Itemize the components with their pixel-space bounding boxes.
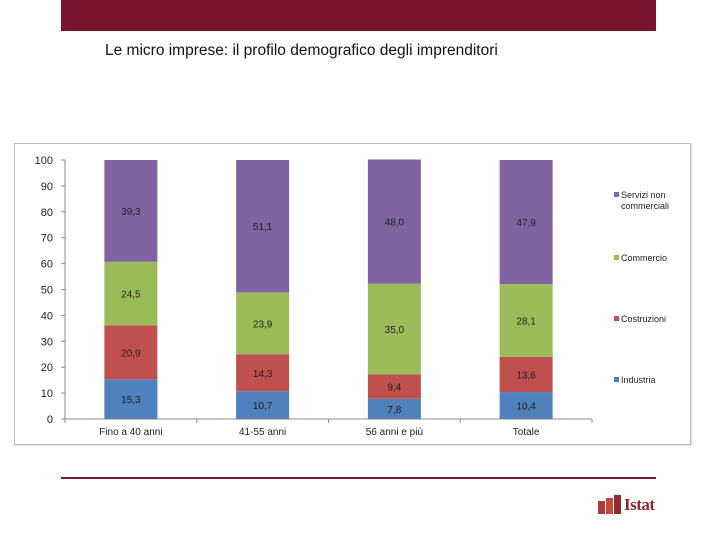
y-tick-label: 70 xyxy=(41,233,53,245)
data-label: 48,0 xyxy=(385,218,405,229)
footer-rule xyxy=(61,477,656,479)
data-label: 10,4 xyxy=(516,402,536,413)
y-tick-label: 10 xyxy=(41,388,53,400)
slide-title: Le micro imprese: il profilo demografico… xyxy=(105,42,498,59)
bar-servizi-non-commerciali-41-55-anni xyxy=(236,160,290,293)
istat-logo-text: Istat xyxy=(624,495,655,514)
bar-industria-fino-a-40-anni xyxy=(104,379,158,419)
bar-servizi-non-commerciali-56-anni-e-piu xyxy=(367,159,421,284)
data-label: 39,3 xyxy=(121,207,141,218)
legend-label: Servizi non xyxy=(621,190,666,200)
bar-industria-56-anni-e-piu xyxy=(367,398,421,419)
data-label: 24,5 xyxy=(121,290,141,301)
data-label: 35,0 xyxy=(385,325,405,336)
data-label: 10,7 xyxy=(253,401,273,412)
bar-industria-41-55-anni xyxy=(236,391,290,419)
y-tick-label: 100 xyxy=(35,155,53,167)
bar-commercio-fino-a-40-anni xyxy=(104,261,158,326)
istat-logo-icon xyxy=(598,495,621,514)
legend-label: commerciali xyxy=(621,201,669,211)
x-category-label: 41-55 anni xyxy=(239,427,286,438)
y-tick-label: 90 xyxy=(41,181,53,193)
istat-logo: Istat xyxy=(598,494,658,516)
y-tick-label: 30 xyxy=(41,336,53,348)
bar-commercio-totale xyxy=(499,284,553,357)
data-label: 51,1 xyxy=(253,222,273,233)
y-tick-label: 50 xyxy=(41,285,53,297)
stacked-bar-chart: 0 10 20 30 40 50 60 70 80 90 100 15,3 20,9 24,5 39,3 Fi… xyxy=(35,155,669,438)
bar-costruzioni-41-55-anni xyxy=(236,354,290,392)
x-category-label: 56 anni e più xyxy=(366,427,423,438)
chart-frame: 0 10 20 30 40 50 60 70 80 90 100 15,3 20,9 24,5 39,3 Fi… xyxy=(14,143,691,445)
bar-servizi-non-commerciali-fino-a-40-anni xyxy=(104,160,158,262)
data-label: 20,9 xyxy=(121,348,141,359)
y-tick-label: 40 xyxy=(41,310,53,322)
bar-costruzioni-56-anni-e-piu xyxy=(367,374,421,399)
header-bar xyxy=(61,0,656,31)
data-label: 9,4 xyxy=(387,383,401,394)
legend-label: Industria xyxy=(621,375,656,385)
bar-commercio-56-anni-e-piu xyxy=(367,283,421,375)
y-tick-label: 20 xyxy=(41,362,53,374)
bar-servizi-non-commerciali-totale xyxy=(499,160,553,285)
bar-industria-totale xyxy=(499,392,553,419)
legend-swatch-costruzioni xyxy=(614,316,619,321)
x-category-label: Fino a 40 anni xyxy=(99,427,162,438)
legend-swatch-industria xyxy=(614,377,619,382)
bar-commercio-41-55-anni xyxy=(236,292,290,355)
data-label: 14,3 xyxy=(253,369,273,380)
legend-swatch-commercio xyxy=(614,255,619,260)
data-label: 47,9 xyxy=(516,218,536,229)
y-tick-label: 80 xyxy=(41,207,53,219)
data-label: 13,6 xyxy=(516,370,536,381)
y-tick-label: 0 xyxy=(47,414,53,426)
legend-label: Commercio xyxy=(621,253,667,263)
legend-swatch-servizi-non-commerciali xyxy=(614,192,619,197)
y-tick-label: 60 xyxy=(41,259,53,271)
bar-costruzioni-totale xyxy=(499,356,553,393)
legend-label: Costruzioni xyxy=(621,314,666,324)
data-label: 23,9 xyxy=(253,319,273,330)
data-label: 7,8 xyxy=(387,405,401,416)
x-category-label: Totale xyxy=(513,427,540,438)
bar-costruzioni-fino-a-40-anni xyxy=(104,325,158,380)
data-label: 15,3 xyxy=(121,395,141,406)
data-label: 28,1 xyxy=(516,316,536,327)
